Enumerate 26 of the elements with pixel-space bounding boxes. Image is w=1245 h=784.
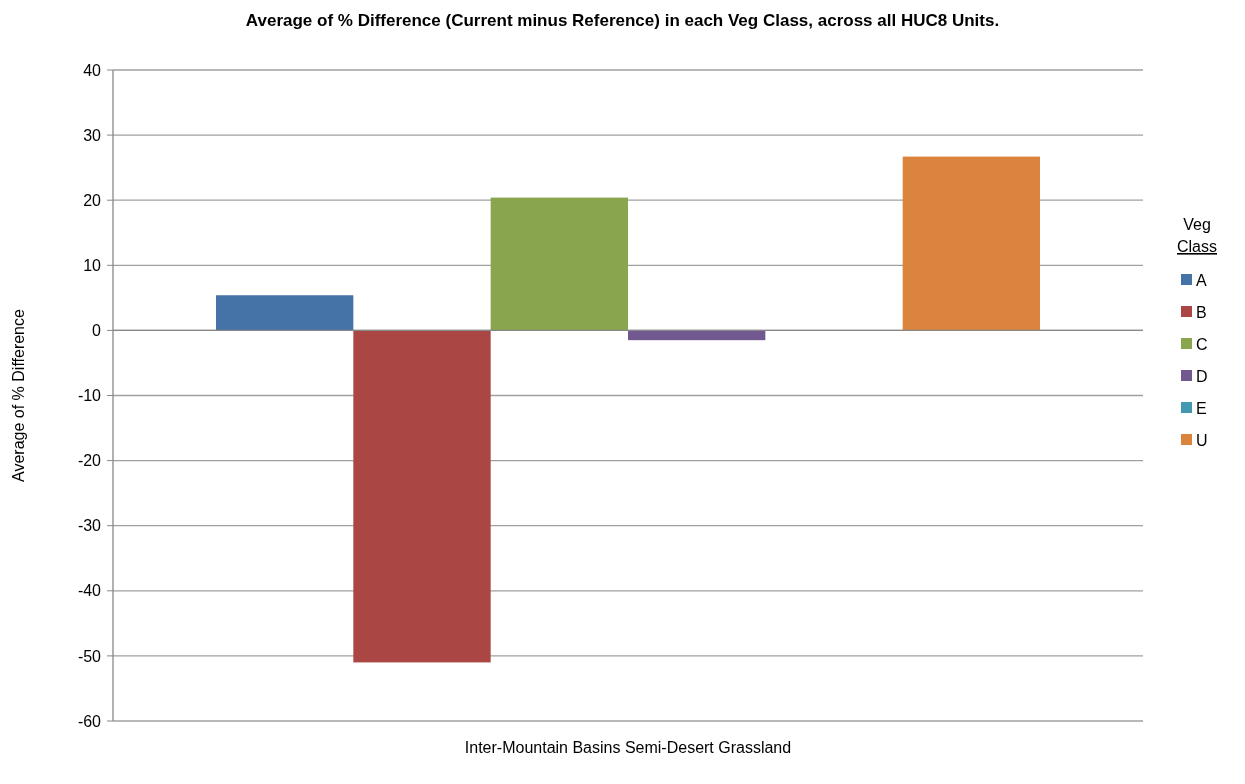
legend-label: E — [1196, 399, 1207, 417]
legend-label: A — [1196, 271, 1207, 289]
y-tick-label: -60 — [77, 712, 102, 730]
legend-label: C — [1196, 335, 1208, 353]
bar — [490, 197, 628, 331]
legend-label: B — [1196, 303, 1207, 321]
chart-title: Average of % Difference (Current minus Reference) in each Veg Class, across all HUC8 Units. — [245, 11, 1000, 30]
y-tick-label: -30 — [77, 517, 102, 535]
x-tick-label: Inter-Mountain Basins Semi-Desert Grassland — [464, 739, 792, 756]
y-tick-label: -10 — [77, 387, 102, 405]
legend-title: Veg Class — [1176, 216, 1218, 255]
y-tick-label: 20 — [83, 191, 102, 209]
y-tick-label: 40 — [83, 61, 102, 79]
bar — [216, 295, 354, 331]
y-tick-label: -40 — [77, 582, 102, 600]
y-tick-label: -50 — [77, 647, 102, 665]
bar — [628, 330, 766, 341]
bar — [902, 156, 1040, 331]
bar — [353, 330, 491, 663]
y-tick-label: 30 — [83, 126, 102, 144]
y-tick-label: 0 — [92, 322, 102, 339]
legend-label: U — [1196, 431, 1208, 449]
y-axis-title: Average of % Difference — [10, 308, 27, 482]
y-tick-label: -20 — [77, 452, 102, 470]
y-tick-label: 10 — [83, 256, 102, 274]
legend-label: D — [1196, 367, 1208, 385]
